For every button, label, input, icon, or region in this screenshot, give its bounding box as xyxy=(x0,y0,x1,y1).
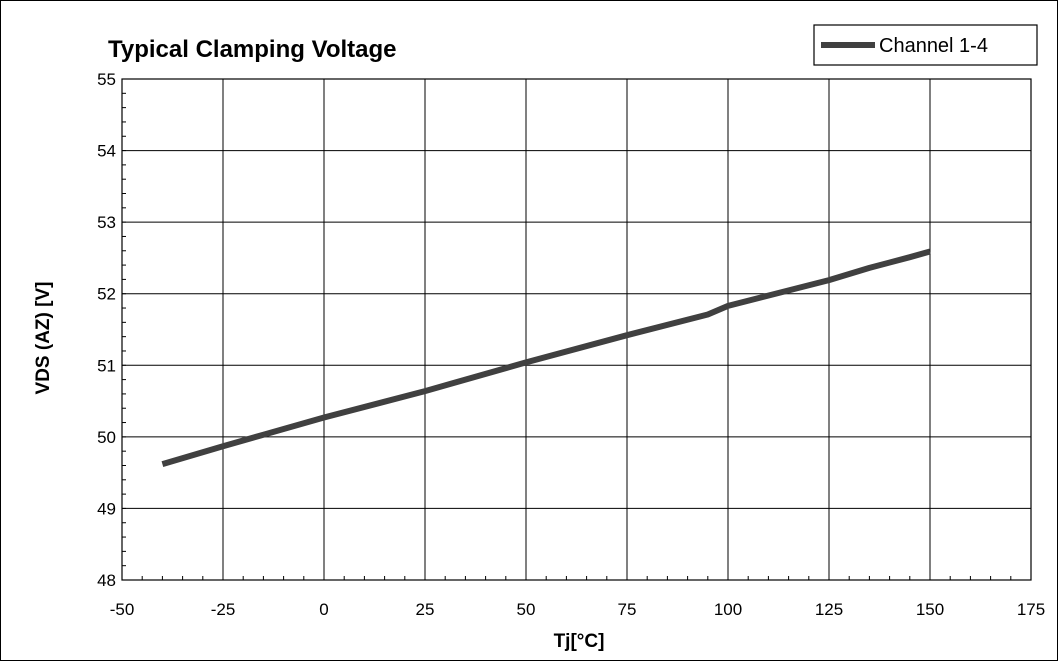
y-tick-label: 55 xyxy=(97,70,116,89)
x-tick-label: -25 xyxy=(211,600,236,619)
grid xyxy=(122,79,1031,580)
x-tick-label: 75 xyxy=(618,600,637,619)
y-tick-labels: 48 49 50 51 52 53 54 55 xyxy=(97,70,116,590)
x-tick-labels: -50 -25 0 25 50 75 100 125 150 175 xyxy=(110,600,1045,619)
x-tick-label: -50 xyxy=(110,600,135,619)
x-tick-label: 150 xyxy=(916,600,944,619)
x-tick-label: 125 xyxy=(815,600,843,619)
x-tick-label: 175 xyxy=(1017,600,1045,619)
plot-area xyxy=(121,78,1032,581)
y-tick-label: 53 xyxy=(97,213,116,232)
y-tick-label: 52 xyxy=(97,285,116,304)
y-tick-label: 48 xyxy=(97,571,116,590)
y-tick-label: 50 xyxy=(97,428,116,447)
x-axis-title: Tj[°C] xyxy=(554,631,605,652)
legend-label-channel-1-4: Channel 1-4 xyxy=(879,35,988,57)
y-tick-label: 54 xyxy=(97,142,116,161)
legend: Channel 1-4 xyxy=(813,24,1038,66)
x-tick-label: 100 xyxy=(714,600,742,619)
y-tick-label: 51 xyxy=(97,356,116,375)
series-line-channel-1-4 xyxy=(161,248,931,467)
chart-title: Typical Clamping Voltage xyxy=(108,36,397,63)
y-tick-label: 49 xyxy=(97,499,116,518)
minor-ticks xyxy=(121,78,1032,581)
x-tick-label: 25 xyxy=(416,600,435,619)
series-group xyxy=(161,248,931,467)
x-tick-label: 0 xyxy=(319,600,328,619)
x-tick-label: 50 xyxy=(517,600,536,619)
y-axis-title: VDS (AZ) [V] xyxy=(33,282,54,395)
